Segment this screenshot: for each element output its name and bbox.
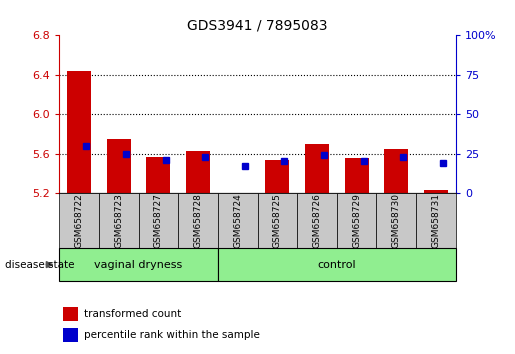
Bar: [265, 160, 289, 193]
Bar: [218, 193, 258, 248]
Text: percentile rank within the sample: percentile rank within the sample: [84, 330, 260, 339]
Bar: [59, 193, 99, 248]
Text: GSM658722: GSM658722: [75, 193, 83, 248]
Text: GSM658725: GSM658725: [273, 193, 282, 248]
Bar: [178, 193, 218, 248]
Bar: [63, 307, 78, 321]
Text: GSM658730: GSM658730: [392, 193, 401, 248]
Bar: [376, 193, 416, 248]
Bar: [99, 193, 139, 248]
Bar: [416, 193, 456, 248]
Bar: [258, 193, 297, 248]
Text: disease state: disease state: [5, 259, 75, 270]
Bar: [139, 193, 178, 248]
Bar: [186, 150, 210, 193]
Bar: [67, 71, 91, 193]
Bar: [107, 139, 131, 193]
Bar: [297, 193, 337, 248]
Text: transformed count: transformed count: [84, 309, 182, 319]
Bar: [218, 248, 456, 281]
Text: vaginal dryness: vaginal dryness: [94, 259, 183, 270]
Bar: [59, 248, 218, 281]
Bar: [337, 193, 376, 248]
Bar: [146, 158, 170, 193]
Text: control: control: [317, 259, 356, 270]
Title: GDS3941 / 7895083: GDS3941 / 7895083: [187, 19, 328, 33]
Text: GSM658723: GSM658723: [114, 193, 123, 248]
Bar: [305, 144, 329, 193]
Text: GSM658731: GSM658731: [432, 193, 440, 248]
Text: GSM658728: GSM658728: [194, 193, 202, 248]
Bar: [63, 328, 78, 342]
Bar: [345, 159, 369, 193]
Text: GSM658726: GSM658726: [313, 193, 321, 248]
Text: GSM658724: GSM658724: [233, 193, 242, 248]
Bar: [424, 190, 448, 193]
Text: GSM658727: GSM658727: [154, 193, 163, 248]
Bar: [384, 149, 408, 193]
Text: GSM658729: GSM658729: [352, 193, 361, 248]
